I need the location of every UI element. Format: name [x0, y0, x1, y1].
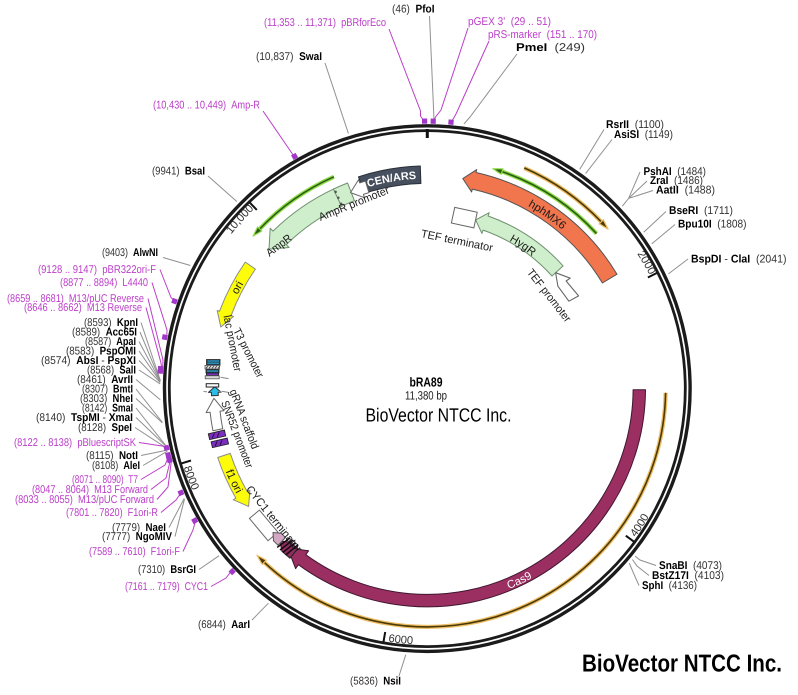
- svg-text:(8128) SpeI: (8128) SpeI: [78, 422, 132, 434]
- svg-text:PmeI (249): PmeI (249): [516, 42, 585, 54]
- svg-text:(8307) BmtI: (8307) BmtI: [82, 384, 133, 396]
- svg-text:BioVector NTCC Inc.: BioVector NTCC Inc.: [366, 406, 512, 427]
- svg-text:RsrII (1100): RsrII (1100): [606, 119, 664, 131]
- svg-text:(5836) NsiI: (5836) NsiI: [350, 676, 401, 688]
- svg-text:(8583) PspOMI: (8583) PspOMI: [66, 346, 136, 358]
- svg-text:(11,353 .. 11,371) pBRforEco: (11,353 .. 11,371) pBRforEco: [264, 17, 386, 29]
- svg-text:BstZ17I (4103): BstZ17I (4103): [652, 570, 724, 582]
- svg-text:(8140) TspMI - XmaI: (8140) TspMI - XmaI: [36, 412, 133, 424]
- svg-text:BseRI (1711): BseRI (1711): [669, 205, 733, 217]
- svg-text:AsiSI (1149): AsiSI (1149): [614, 129, 673, 141]
- svg-text:(46) PfoI: (46) PfoI: [392, 4, 435, 16]
- svg-text:(6844) AarI: (6844) AarI: [198, 619, 250, 631]
- svg-text:(8587) ApaI: (8587) ApaI: [85, 336, 136, 348]
- svg-text:pRS-marker (151 .. 170): pRS-marker (151 .. 170): [488, 29, 597, 41]
- svg-text:BspDI - ClaI (2041): BspDI - ClaI (2041): [691, 254, 787, 266]
- svg-text:(8877 .. 8894) L4440: (8877 .. 8894) L4440: [60, 277, 148, 289]
- svg-text:(8115) NotI: (8115) NotI: [86, 450, 138, 462]
- svg-text:(7801 .. 7820) F1ori-R: (7801 .. 7820) F1ori-R: [66, 507, 158, 519]
- svg-text:(8568) SalI: (8568) SalI: [87, 365, 136, 377]
- svg-text:(8122 .. 8138) pBluescriptSK: (8122 .. 8138) pBluescriptSK: [14, 437, 136, 449]
- svg-text:(8033 .. 8055) M13/pUC Forwar: (8033 .. 8055) M13/pUC Forward: [15, 494, 154, 506]
- svg-text:6000: 6000: [388, 633, 414, 648]
- svg-text:(8659 .. 8681) M13/pUC Revers: (8659 .. 8681) M13/pUC Reverse: [7, 293, 144, 305]
- svg-text:(8461) AvrII: (8461) AvrII: [77, 374, 133, 386]
- svg-text:(8589) Acc65I: (8589) Acc65I: [72, 327, 137, 339]
- svg-text:(8574) AbsI - PspXI: (8574) AbsI - PspXI: [41, 355, 136, 367]
- svg-text:(7161 .. 7179) CYC1: (7161 .. 7179) CYC1: [125, 581, 208, 593]
- svg-text:11,380 bp: 11,380 bp: [405, 389, 447, 403]
- svg-text:(8071 .. 8090) T7: (8071 .. 8090) T7: [72, 474, 138, 486]
- svg-text:SnaBI (4073): SnaBI (4073): [659, 560, 722, 572]
- svg-text:(9403) AlwNI: (9403) AlwNI: [102, 247, 158, 259]
- svg-text:(8047 .. 8064) M13 Forward: (8047 .. 8064) M13 Forward: [32, 484, 148, 496]
- svg-text:bRA89: bRA89: [410, 375, 443, 390]
- svg-text:(10,837) SwaI: (10,837) SwaI: [256, 51, 322, 63]
- svg-text:(8142) SmaI: (8142) SmaI: [82, 403, 133, 415]
- svg-text:BioVector NTCC Inc.: BioVector NTCC Inc.: [582, 651, 782, 678]
- svg-text:SphI (4136): SphI (4136): [642, 580, 697, 592]
- svg-text:Bpu10I (1808): Bpu10I (1808): [678, 219, 747, 231]
- svg-text:(8108) AleI: (8108) AleI: [92, 460, 140, 472]
- svg-text:AatII (1488): AatII (1488): [656, 185, 715, 197]
- svg-text:(8303) NheI: (8303) NheI: [80, 393, 133, 405]
- svg-text:(7777) NgoMIV: (7777) NgoMIV: [102, 531, 172, 543]
- svg-text:pGEX 3' (29 .. 51): pGEX 3' (29 .. 51): [468, 16, 551, 28]
- svg-text:(7310) BsrGI: (7310) BsrGI: [138, 564, 196, 576]
- svg-text:ori: ori: [230, 279, 247, 296]
- svg-text:(9941) BsaI: (9941) BsaI: [152, 166, 205, 178]
- svg-text:(8646 .. 8662) M13 Reverse: (8646 .. 8662) M13 Reverse: [24, 302, 142, 314]
- svg-text:(9128 .. 9147) pBR322ori-F: (9128 .. 9147) pBR322ori-F: [38, 264, 156, 276]
- svg-text:(7779) NaeI: (7779) NaeI: [112, 522, 166, 534]
- svg-text:ZraI (1486): ZraI (1486): [650, 175, 703, 187]
- svg-text:PshAI (1484): PshAI (1484): [644, 166, 707, 178]
- svg-text:(8593) KpnI: (8593) KpnI: [84, 317, 138, 329]
- svg-text:(10,430 .. 10,449) Amp-R: (10,430 .. 10,449) Amp-R: [153, 100, 260, 112]
- svg-text:(7589 .. 7610) F1ori-F: (7589 .. 7610) F1ori-F: [89, 546, 180, 558]
